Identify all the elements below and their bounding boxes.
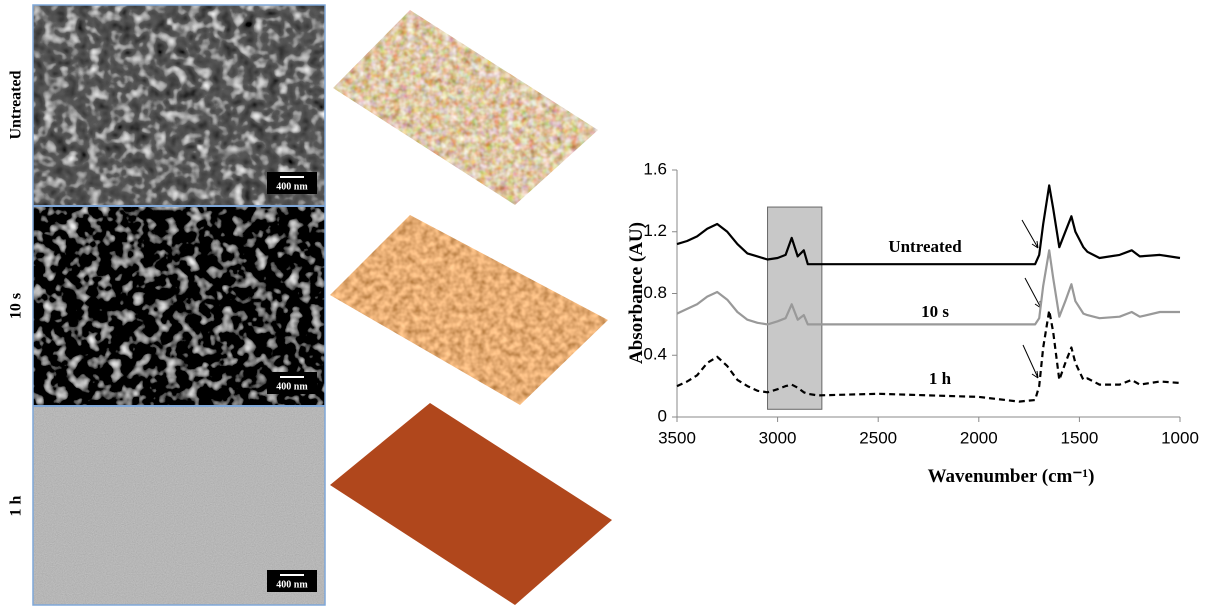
panel-label: 1 h xyxy=(8,495,25,516)
figure: Wavenumber (cm⁻¹) Absorbance (AU) Untrea… xyxy=(0,0,1215,610)
arrows xyxy=(1022,220,1041,378)
panel-label: 10 s xyxy=(8,293,25,319)
x-axis-label: Wavenumber (cm⁻¹) xyxy=(928,466,1095,487)
y-tick-label: 0 xyxy=(658,406,667,425)
y-tick-label: 1.2 xyxy=(643,221,667,240)
afm-image xyxy=(330,215,610,410)
x-tick-label: 2000 xyxy=(960,428,998,447)
series-label: 1 h xyxy=(929,369,952,388)
y-tick-label: 0.8 xyxy=(643,283,667,302)
scale-bar-label: 400 nm xyxy=(276,381,308,392)
series-label: Untreated xyxy=(888,237,962,256)
scale-bar-label: 400 nm xyxy=(276,579,308,590)
x-tick-label: 2500 xyxy=(859,428,897,447)
panel-label: Untreated xyxy=(8,70,25,139)
y-tick-label: 0.4 xyxy=(643,345,667,364)
x-tick-label: 3000 xyxy=(759,428,797,447)
afm-image xyxy=(330,403,612,605)
afm-image xyxy=(330,10,610,210)
x-tick-label: 1500 xyxy=(1060,428,1098,447)
highlight-region xyxy=(768,207,822,409)
y-tick-label: 1.6 xyxy=(643,159,667,178)
series-label: 10 s xyxy=(921,302,949,321)
scale-bar-label: 400 nm xyxy=(276,181,308,192)
x-tick-label: 1000 xyxy=(1161,428,1199,447)
x-tick-label: 3500 xyxy=(658,428,696,447)
